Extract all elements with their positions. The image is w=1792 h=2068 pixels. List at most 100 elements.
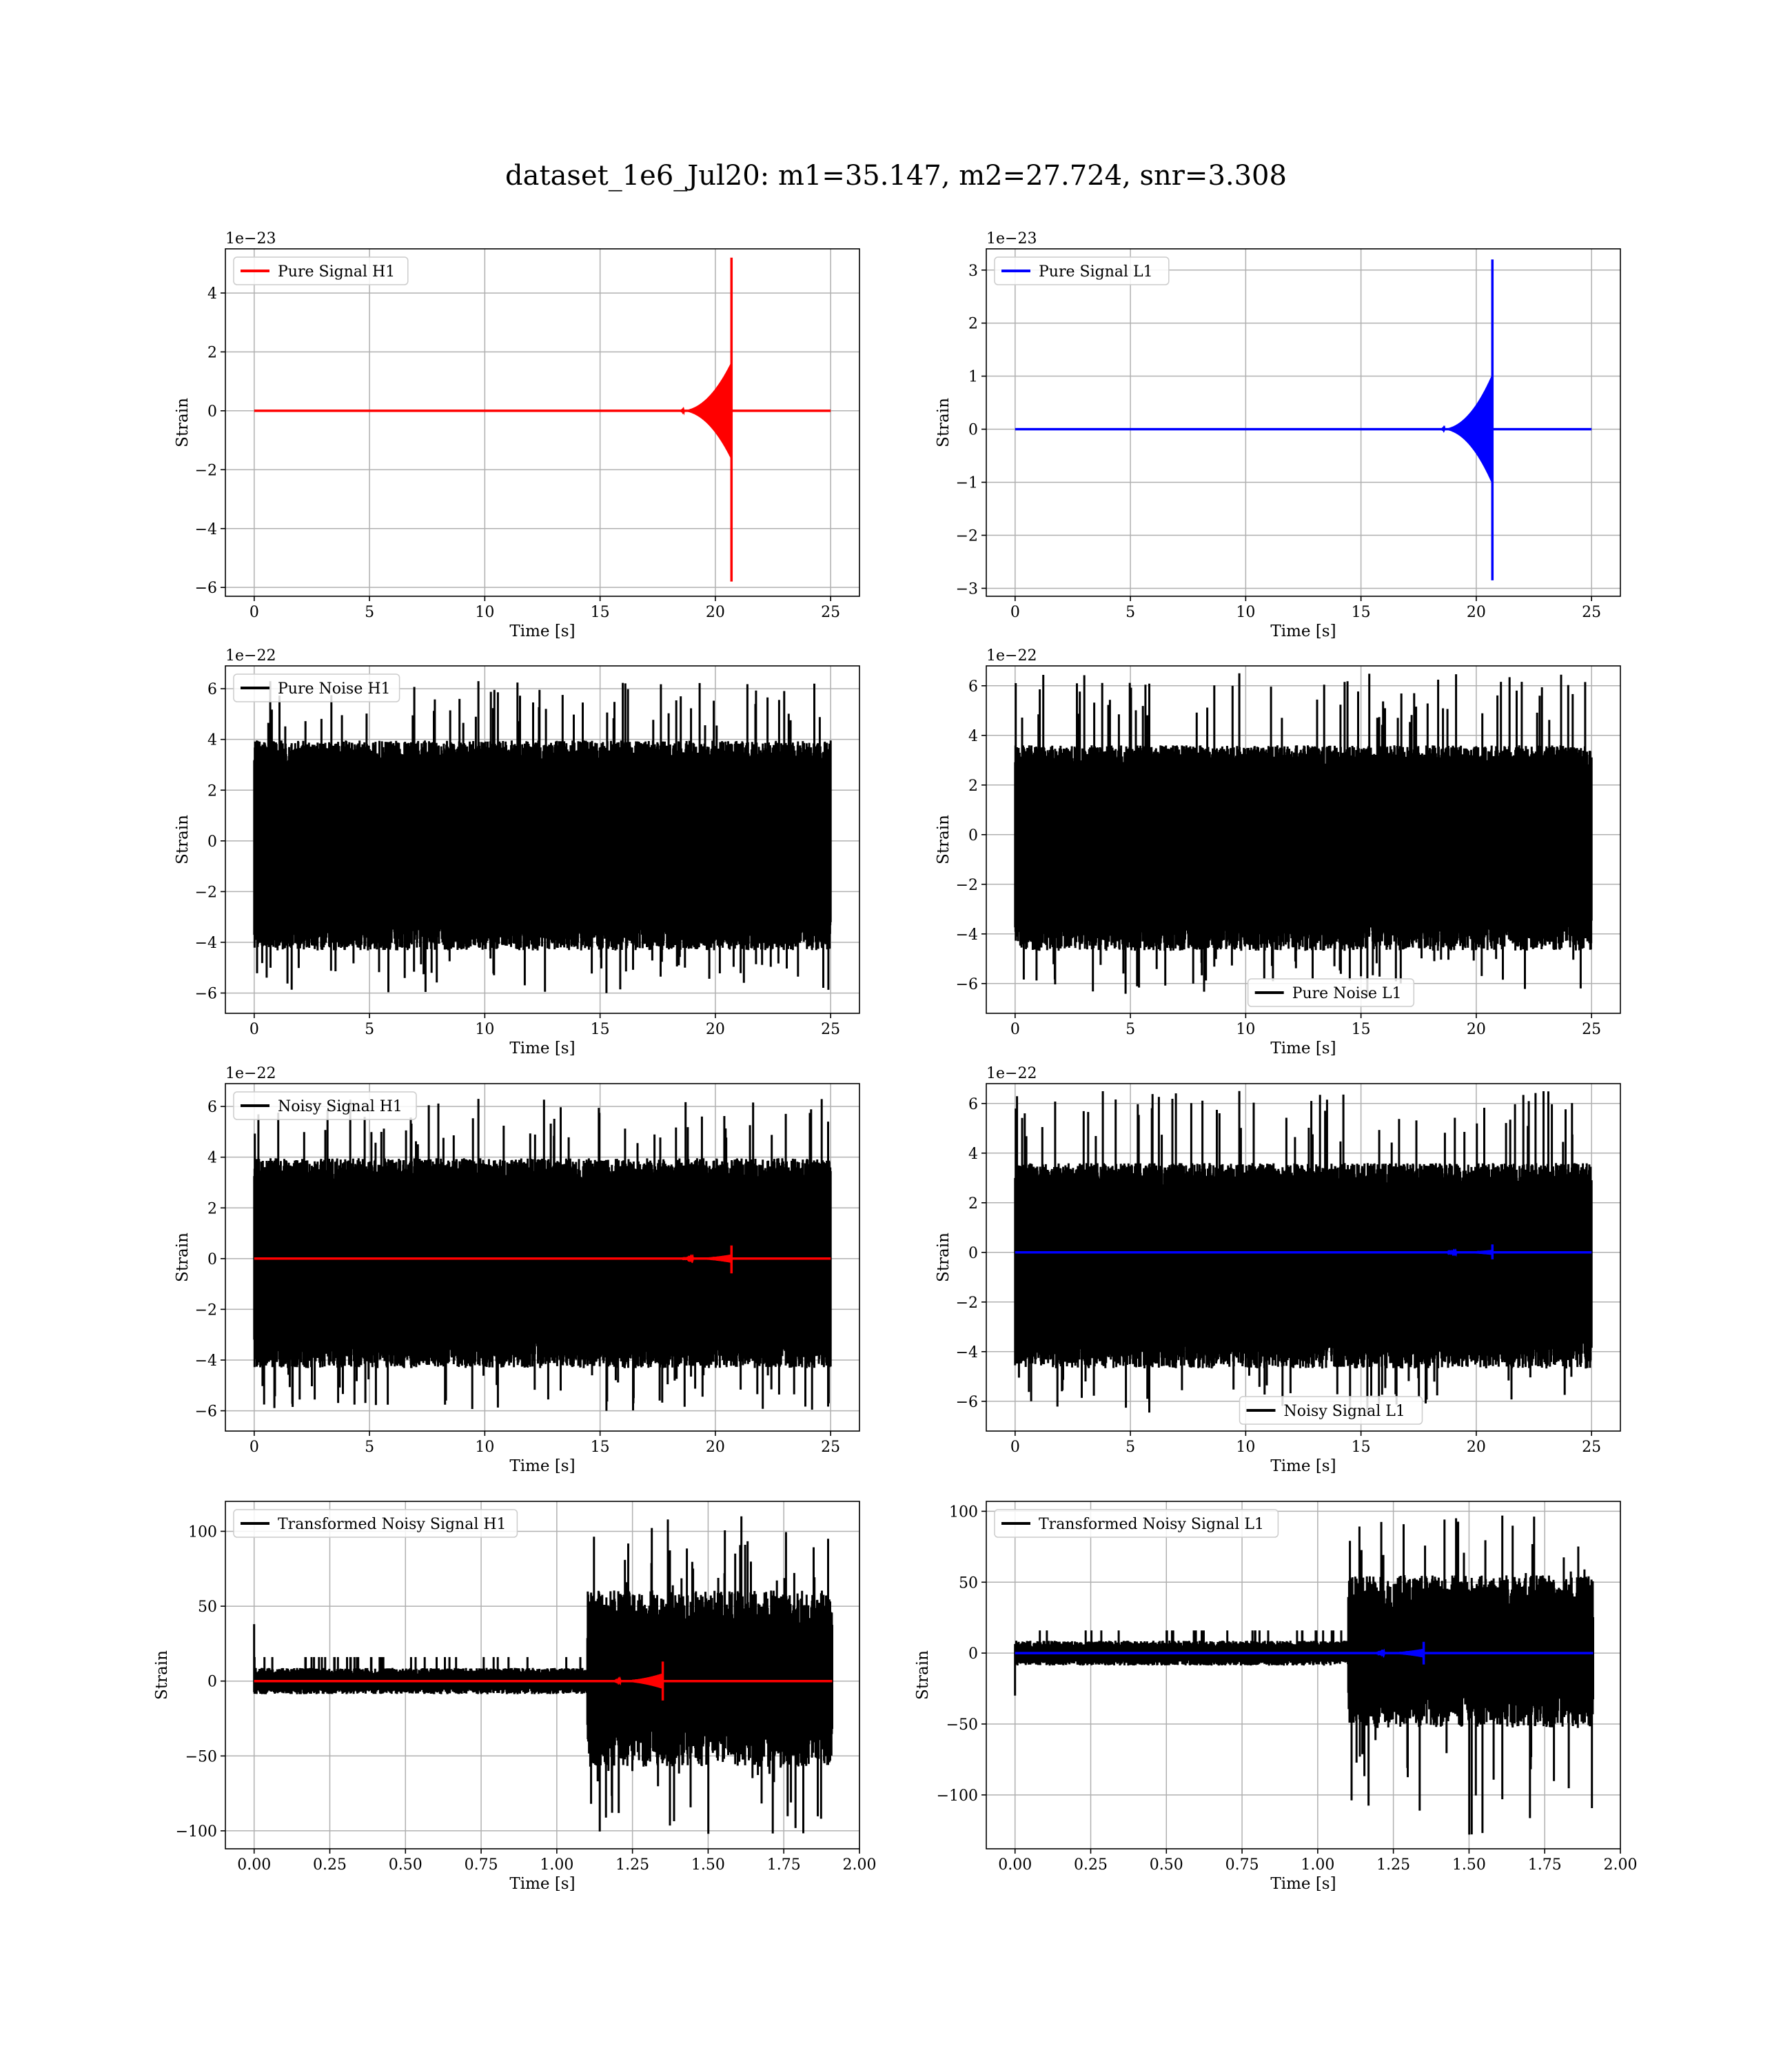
y-tick-label: −2 xyxy=(195,462,217,479)
chart-transformed-noisy-signal-h1: 0.00 0.25 0.50 0.75 1.00 1.25 1.50 1.75 2.00 −100… xyxy=(153,1501,876,1893)
x-tick-label: 5 xyxy=(1126,604,1135,621)
chart-pure-signal-h1: 0 5 10 15 20 25 −6 −4 −2 0 2 4 Time [s] Strain 1e−23Pu… xyxy=(174,230,860,640)
x-tick-label: 0 xyxy=(1010,1021,1020,1038)
chart-pure-signal-l1: 0 5 10 15 20 25 −3 −2 −1 0 1 2 3 Time [s] Strain 1e−23P… xyxy=(935,230,1621,640)
y-offset-text: 1e−22 xyxy=(986,647,1037,665)
x-tick-label: 15 xyxy=(1352,1021,1371,1038)
axes-frame xyxy=(986,248,1621,597)
x-tick-label: 10 xyxy=(475,1021,494,1038)
y-tick-label: −2 xyxy=(195,884,217,901)
y-axis-label: Strain xyxy=(935,398,953,447)
x-axis-label: Time [s] xyxy=(509,622,575,640)
x-tick-label: 20 xyxy=(706,604,725,621)
x-tick-label: 1.50 xyxy=(1452,1856,1486,1874)
chart-noisy-signal-h1: 0 5 10 15 20 25 −6 −4 −2 0 2 4 6 Time [s] Strain 1e−22N… xyxy=(174,1065,860,1475)
x-tick-label: 1.00 xyxy=(540,1856,573,1874)
y-axis-label: Strain xyxy=(914,1650,932,1700)
legend-box xyxy=(233,673,400,702)
x-tick-label: 20 xyxy=(1467,1439,1486,1456)
y-tick-label: 0 xyxy=(207,833,217,851)
y-tick-label: 6 xyxy=(968,678,978,696)
y-tick-label: 2 xyxy=(968,778,978,795)
axes-frame xyxy=(225,248,860,597)
y-offset-text: 1e−23 xyxy=(225,230,276,247)
y-axis-label: Strain xyxy=(153,1650,171,1700)
plot-area xyxy=(986,249,1620,596)
legend: Transformed Noisy Signal H1 xyxy=(233,1509,518,1538)
chart-transformed-noisy-signal-l1: 0.00 0.25 0.50 0.75 1.00 1.25 1.50 1.75 2.00 −100… xyxy=(914,1501,1637,1893)
series-line-pure-signal-l1 xyxy=(1015,259,1592,580)
x-axis-label: Time [s] xyxy=(1270,1875,1336,1893)
series-line-pure-noise-l1 xyxy=(1014,673,1593,996)
legend-label: Transformed Noisy Signal H1 xyxy=(278,1516,507,1533)
plot-area xyxy=(225,249,859,596)
x-tick-label: 5 xyxy=(365,1021,374,1038)
y-tick-label: −6 xyxy=(956,1394,978,1411)
x-tick-label: 15 xyxy=(591,1021,610,1038)
legend-label: Pure Noise L1 xyxy=(1292,985,1402,1002)
y-tick-label: 4 xyxy=(207,1150,217,1167)
x-tick-label: 5 xyxy=(1126,1021,1135,1038)
x-axis-label: Time [s] xyxy=(1270,622,1336,640)
y-tick-label: −4 xyxy=(956,1344,978,1361)
y-tick-label: 4 xyxy=(207,285,217,303)
chart-pure-noise-h1: 0 5 10 15 20 25 −6 −4 −2 0 2 4 6 Time [s] Strain 1e−22P… xyxy=(174,647,860,1057)
legend-label: Noisy Signal L1 xyxy=(1284,1403,1405,1420)
y-tick-label: 0 xyxy=(207,403,217,420)
x-tick-label: 25 xyxy=(1582,604,1601,621)
x-tick-label: 20 xyxy=(706,1439,725,1456)
legend-label: Pure Signal L1 xyxy=(1039,263,1153,281)
x-axis-label: Time [s] xyxy=(509,1040,575,1057)
y-tick-label: 0 xyxy=(968,827,978,844)
legend: Transformed Noisy Signal L1 xyxy=(994,1509,1279,1538)
series-line-pure-noise-h1 xyxy=(253,681,832,993)
y-tick-label: 0 xyxy=(207,1251,217,1268)
legend-label: Transformed Noisy Signal L1 xyxy=(1039,1516,1264,1533)
y-tick-label: −6 xyxy=(195,580,217,597)
x-tick-label: 1.75 xyxy=(1528,1856,1562,1874)
legend-label: Pure Noise H1 xyxy=(278,680,391,698)
y-axis-label: Strain xyxy=(174,398,192,447)
x-tick-label: 25 xyxy=(1582,1439,1601,1456)
legend: Pure Signal H1 xyxy=(233,256,409,285)
y-tick-label: 4 xyxy=(968,728,978,745)
x-tick-label: 10 xyxy=(475,1439,494,1456)
figure-title: dataset_1e6_Jul20: m1=35.147, m2=27.724,… xyxy=(505,160,1287,192)
x-tick-label: 0.25 xyxy=(313,1856,347,1874)
x-tick-label: 0.25 xyxy=(1074,1856,1108,1874)
y-tick-label: 2 xyxy=(968,316,978,333)
x-tick-label: 25 xyxy=(821,1439,840,1456)
x-tick-label: 0 xyxy=(250,1021,259,1038)
y-tick-label: 50 xyxy=(198,1599,217,1616)
series-line-signal-overlay xyxy=(254,1245,831,1274)
y-axis-label: Strain xyxy=(174,815,192,864)
legend-box xyxy=(994,256,1170,285)
series-line-signal-overlay xyxy=(1015,1244,1592,1259)
series-line-pure-signal-h1 xyxy=(254,257,831,582)
y-tick-label: 50 xyxy=(959,1574,978,1592)
x-tick-label: 10 xyxy=(475,604,494,621)
y-tick-label: −50 xyxy=(946,1716,978,1734)
y-tick-label: 2 xyxy=(207,1200,217,1217)
x-tick-label: 0 xyxy=(1010,604,1020,621)
x-tick-label: 0.00 xyxy=(998,1856,1032,1874)
y-tick-label: −3 xyxy=(956,580,978,598)
y-tick-label: −2 xyxy=(956,528,978,545)
legend-box xyxy=(233,1509,518,1538)
x-axis-label: Time [s] xyxy=(509,1457,575,1475)
y-tick-label: 3 xyxy=(968,263,978,280)
legend-label: Pure Signal H1 xyxy=(278,263,395,281)
chart-pure-noise-l1: 0 5 10 15 20 25 −6 −4 −2 0 2 4 6 Time [s] Strain 1e−22 P… xyxy=(935,647,1621,1057)
x-tick-label: 1.25 xyxy=(1376,1856,1410,1874)
x-tick-label: 20 xyxy=(1467,1021,1486,1038)
y-tick-label: −6 xyxy=(195,986,217,1003)
legend: Noisy Signal H1 xyxy=(233,1091,417,1120)
x-tick-label: 0 xyxy=(250,1439,259,1456)
axes-frame xyxy=(225,665,860,1014)
x-tick-label: 5 xyxy=(1126,1439,1135,1456)
y-axis-label: Strain xyxy=(174,1233,192,1282)
x-tick-label: 10 xyxy=(1236,1021,1255,1038)
y-tick-label: 100 xyxy=(188,1523,217,1541)
y-axis-label: Strain xyxy=(935,815,953,864)
y-tick-label: −4 xyxy=(195,1352,217,1370)
